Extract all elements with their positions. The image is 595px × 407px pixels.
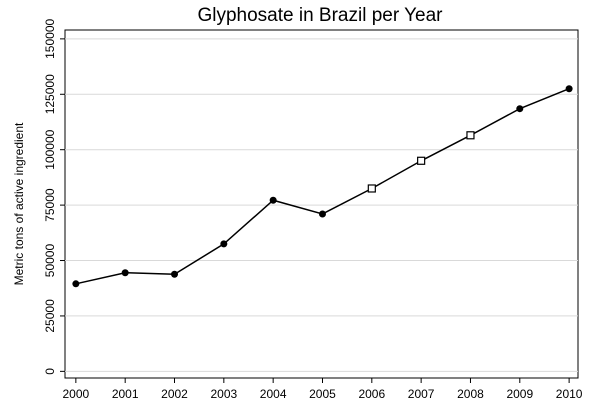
x-tick-label: 2010 bbox=[556, 387, 583, 401]
y-tick-label: 50000 bbox=[43, 244, 57, 278]
x-tick-label: 2005 bbox=[309, 387, 336, 401]
marker bbox=[220, 240, 228, 248]
x-tick-label: 2003 bbox=[210, 387, 237, 401]
x-tick-label: 2004 bbox=[260, 387, 287, 401]
y-tick-label: 125000 bbox=[43, 74, 57, 114]
y-tick-label: 100000 bbox=[43, 129, 57, 169]
plot-area bbox=[64, 29, 579, 379]
marker bbox=[516, 105, 524, 113]
x-tick-label: 2002 bbox=[161, 387, 188, 401]
marker bbox=[72, 280, 80, 288]
x-tick-label: 2000 bbox=[63, 387, 90, 401]
y-tick-label: 150000 bbox=[43, 19, 57, 59]
x-tick-label: 2001 bbox=[112, 387, 139, 401]
line bbox=[75, 88, 570, 285]
y-tick-label: 0 bbox=[43, 368, 57, 375]
marker bbox=[269, 196, 277, 204]
y-tick-label: 25000 bbox=[43, 299, 57, 333]
marker bbox=[171, 270, 179, 278]
x-tick-label: 2008 bbox=[457, 387, 484, 401]
y-tick-label: 75000 bbox=[43, 188, 57, 222]
x-tick-label: 2006 bbox=[358, 387, 385, 401]
marker bbox=[466, 131, 475, 140]
marker bbox=[565, 85, 573, 93]
chart-title: Glyphosate in Brazil per Year bbox=[197, 5, 443, 26]
x-tick-label: 2009 bbox=[506, 387, 533, 401]
marker bbox=[417, 156, 426, 165]
marker bbox=[121, 269, 129, 277]
marker bbox=[318, 210, 326, 218]
y-axis-label: Metric tons of active ingredient bbox=[12, 122, 26, 285]
x-tick-label: 2007 bbox=[408, 387, 435, 401]
marker bbox=[367, 184, 376, 193]
